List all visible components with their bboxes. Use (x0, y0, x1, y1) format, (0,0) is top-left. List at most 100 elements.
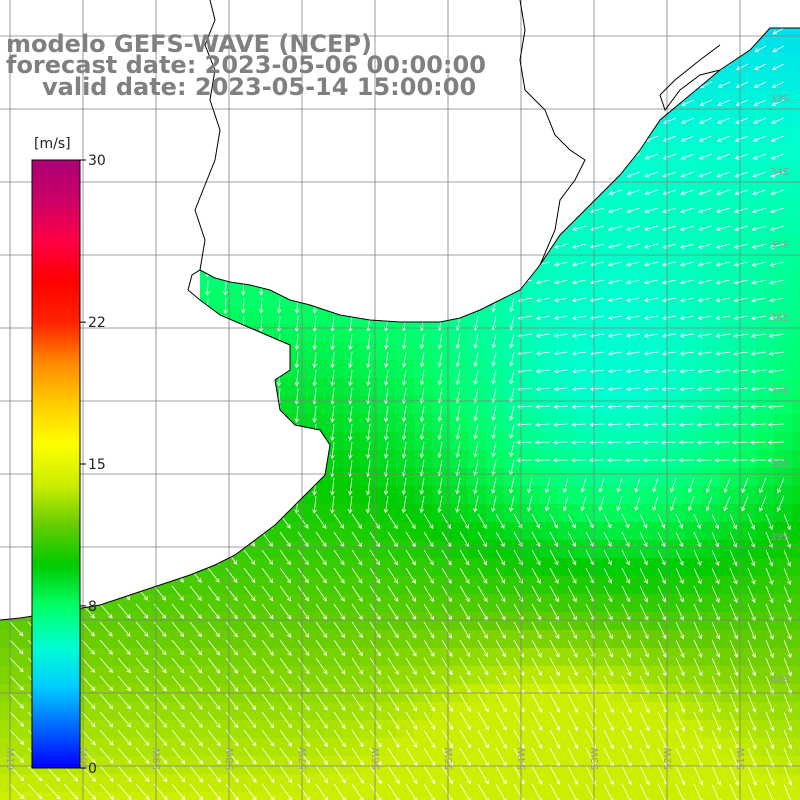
wind-cell (324, 774, 343, 793)
wind-cell (540, 702, 559, 721)
wind-cell (234, 486, 253, 505)
wind-cell (720, 504, 739, 523)
wind-cell (522, 504, 541, 523)
wind-arrow (243, 657, 256, 674)
wind-arrow (437, 189, 443, 205)
wind-arrow (473, 225, 479, 241)
wind-cell (612, 342, 631, 361)
wind-arrow (348, 117, 353, 132)
wind-arrow (491, 387, 497, 403)
wind-cell (378, 108, 397, 127)
wind-arrow (711, 603, 720, 622)
wind-cell (648, 468, 667, 487)
wind-cell (630, 252, 649, 271)
wind-arrow (747, 585, 756, 604)
wind-cell (216, 450, 235, 469)
wind-cell (108, 360, 127, 379)
wind-arrow (387, 621, 399, 639)
wind-arrow (437, 135, 443, 150)
wind-cell (684, 378, 703, 397)
wind-cell (162, 648, 181, 667)
wind-arrow (26, 315, 32, 333)
wind-arrow (477, 693, 489, 713)
wind-arrow (151, 351, 157, 369)
wind-arrow (405, 621, 417, 639)
wind-cell (360, 108, 379, 127)
wind-cell (612, 486, 631, 505)
wind-cell (720, 630, 739, 649)
wind-cell (576, 28, 595, 37)
wind-arrow (562, 495, 569, 512)
wind-arrow (351, 675, 364, 693)
wind-cell (612, 432, 631, 451)
wind-arrow (783, 621, 792, 640)
wind-arrow (348, 279, 353, 296)
wind-arrow (473, 279, 479, 295)
wind-arrow (536, 171, 551, 178)
lon-label: 57W (298, 747, 309, 770)
wind-arrow (509, 279, 515, 295)
wind-cell (540, 432, 559, 451)
wind-arrow (423, 549, 434, 566)
wind-cell (216, 522, 235, 541)
wind-arrow (9, 549, 23, 564)
wind-cell (774, 774, 793, 793)
wind-arrow (294, 405, 300, 424)
wind-arrow (223, 243, 228, 260)
wind-arrow (152, 10, 156, 22)
wind-cell (774, 666, 793, 685)
wind-cell (90, 576, 109, 595)
wind-arrow (783, 585, 792, 604)
wind-arrow (679, 333, 695, 338)
wind-cell (180, 720, 199, 739)
wind-cell (252, 288, 271, 307)
wind-cell (522, 576, 541, 595)
wind-cell (414, 378, 433, 397)
wind-arrow (769, 297, 785, 303)
wind-cell (576, 270, 595, 289)
wind-arrow (572, 243, 587, 249)
wind-cell (792, 558, 800, 577)
wind-cell (504, 594, 523, 613)
wind-cell (612, 612, 631, 631)
wind-arrow (169, 333, 175, 351)
wind-arrow (223, 369, 228, 387)
wind-cell (630, 180, 649, 199)
wind-cell (558, 0, 577, 19)
wind-arrow (171, 765, 186, 783)
wind-arrow (205, 135, 210, 151)
wind-cell (594, 504, 613, 523)
wind-cell (108, 324, 127, 343)
wind-arrow (115, 279, 121, 296)
wind-cell (396, 738, 415, 757)
wind-cell (270, 738, 289, 757)
wind-cell (180, 432, 199, 451)
wind-cell (378, 792, 397, 800)
wind-arrow (754, 28, 767, 35)
wind-cell (522, 36, 541, 55)
wind-arrow (639, 693, 650, 714)
wind-arrow (538, 45, 551, 53)
wind-arrow (509, 369, 515, 385)
wind-arrow (187, 189, 192, 205)
colorbar-tick-label: 30 (88, 153, 106, 169)
wind-arrow (419, 477, 425, 495)
wind-cell (684, 468, 703, 487)
wind-cell (540, 324, 559, 343)
wind-arrow (115, 207, 121, 224)
wind-arrow (240, 351, 246, 369)
wind-arrow (383, 369, 389, 387)
wind-cell (504, 28, 523, 37)
wind-cell (504, 486, 523, 505)
wind-cell (108, 108, 127, 127)
wind-cell (342, 0, 361, 19)
wind-cell (756, 252, 775, 271)
wind-cell (630, 540, 649, 559)
wind-cell (108, 738, 127, 757)
wind-cell (702, 720, 721, 739)
wind-arrow (26, 225, 32, 242)
wind-cell (144, 666, 163, 685)
wind-arrow (747, 747, 757, 768)
wind-cell (198, 576, 217, 595)
wind-arrow (294, 477, 299, 496)
